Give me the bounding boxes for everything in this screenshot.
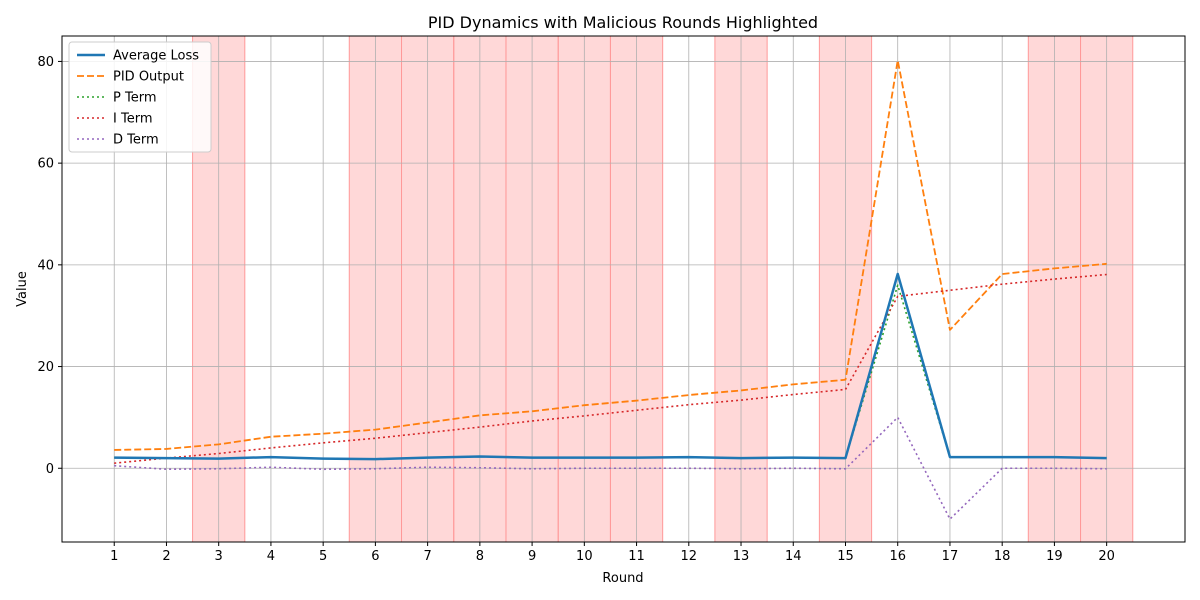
y-axis-ticks: 0 20 40 60 80 (37, 55, 62, 477)
x-tick-label: 13 (733, 549, 750, 564)
x-tick-label: 15 (837, 549, 854, 564)
legend-label-average-loss: Average Loss (113, 49, 199, 64)
x-tick-label: 10 (576, 549, 593, 564)
series-line-i-term (114, 273, 1107, 464)
y-tick-label: 0 (46, 462, 54, 477)
x-tick-label: 19 (1046, 549, 1063, 564)
legend: Average Loss PID Output P Term I Term D Term (68, 41, 212, 153)
x-tick-label: 8 (476, 549, 484, 564)
x-tick-label: 1 (110, 549, 118, 564)
x-tick-label: 11 (628, 549, 645, 564)
x-axis-title: Round (602, 571, 643, 586)
legend-label-d-term: D Term (113, 133, 159, 148)
series-line-pid-output (114, 59, 1107, 451)
x-tick-label: 2 (162, 549, 170, 564)
x-tick-label: 3 (215, 549, 223, 564)
y-tick-label: 60 (37, 157, 54, 172)
y-tick-label: 20 (37, 360, 54, 375)
legend-label-i-term: I Term (113, 112, 152, 127)
x-tick-label: 20 (1098, 549, 1115, 564)
legend-label-pid-output: PID Output (113, 70, 184, 85)
x-tick-label: 9 (528, 549, 536, 564)
x-tick-label: 4 (267, 549, 275, 564)
x-axis-ticks: 1 2 3 4 5 6 7 8 9 10 11 12 13 14 15 16 17 18 19 20 (110, 542, 1115, 564)
x-tick-label: 12 (681, 549, 698, 564)
x-tick-label: 16 (889, 549, 906, 564)
x-tick-label: 14 (785, 549, 802, 564)
legend-box (68, 41, 212, 153)
series-line-d-term (114, 416, 1107, 520)
malicious-round-bands (192, 36, 1134, 542)
y-tick-label: 80 (37, 55, 54, 70)
x-tick-label: 7 (423, 549, 431, 564)
x-tick-label: 5 (319, 549, 327, 564)
legend-label-p-term: P Term (113, 91, 156, 106)
series-lines (114, 59, 1107, 520)
y-axis-title: Value (15, 271, 30, 307)
x-tick-label: 18 (994, 549, 1011, 564)
x-tick-label: 6 (371, 549, 379, 564)
chart-title: PID Dynamics with Malicious Rounds Highl… (428, 13, 818, 32)
plot-frame (61, 35, 1186, 543)
grid (62, 36, 1185, 542)
y-tick-label: 40 (37, 258, 54, 273)
series-line-average-loss (114, 272, 1107, 461)
x-tick-label: 17 (942, 549, 959, 564)
